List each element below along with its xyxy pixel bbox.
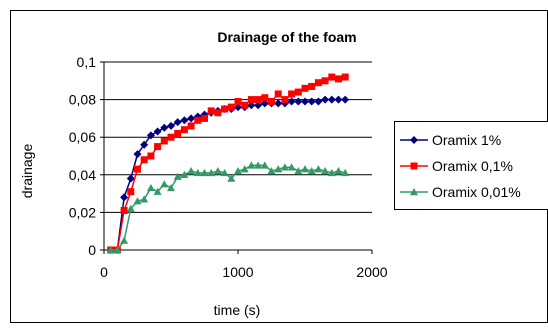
y-tick-label: 0,06 (69, 129, 96, 145)
y-tick-label: 0,02 (69, 204, 96, 220)
data-point (295, 89, 302, 96)
data-point (288, 90, 295, 97)
data-point (275, 90, 282, 97)
data-point (208, 107, 215, 114)
x-tick-label: 1000 (222, 264, 253, 280)
data-point (141, 156, 148, 163)
data-point (248, 96, 255, 103)
x-tick-label: 2000 (356, 264, 387, 280)
y-tick-label: 0 (88, 242, 96, 258)
data-point (328, 74, 335, 81)
x-tick-label: 0 (100, 264, 108, 280)
data-point (335, 75, 342, 82)
data-point (315, 79, 322, 86)
data-point (174, 130, 181, 137)
data-point (194, 117, 201, 124)
data-point (201, 115, 208, 122)
data-point (308, 83, 315, 90)
data-point (181, 126, 188, 133)
data-point (127, 188, 134, 195)
data-point (241, 102, 248, 109)
data-point (214, 109, 221, 116)
y-tick-label: 0,1 (77, 54, 97, 70)
data-point (255, 96, 262, 103)
legend-marker (411, 163, 418, 170)
data-point (302, 85, 309, 92)
y-axis-label: drainage (19, 144, 35, 199)
data-point (342, 74, 349, 81)
data-point (161, 137, 168, 144)
data-point (121, 207, 128, 214)
data-point (281, 96, 288, 103)
legend-label: Oramix 1% (432, 132, 501, 148)
data-point (147, 153, 154, 160)
data-point (168, 134, 175, 141)
data-point (268, 98, 275, 105)
data-point (134, 166, 141, 173)
data-point (228, 104, 235, 111)
legend: Oramix 1% Oramix 0,1% Oramix 0,01% (395, 122, 548, 210)
data-point (154, 143, 161, 150)
chart-title: Drainage of the foam (217, 29, 356, 45)
data-point (261, 94, 268, 101)
data-point (221, 106, 228, 113)
y-tick-label: 0,08 (69, 92, 96, 108)
legend-label: Oramix 0,01% (432, 184, 521, 200)
data-point (322, 77, 329, 84)
data-point (235, 98, 242, 105)
legend-label: Oramix 0,1% (432, 158, 513, 174)
x-axis-label: time (s) (214, 302, 261, 318)
y-tick-label: 0,04 (69, 167, 96, 183)
data-point (188, 122, 195, 129)
